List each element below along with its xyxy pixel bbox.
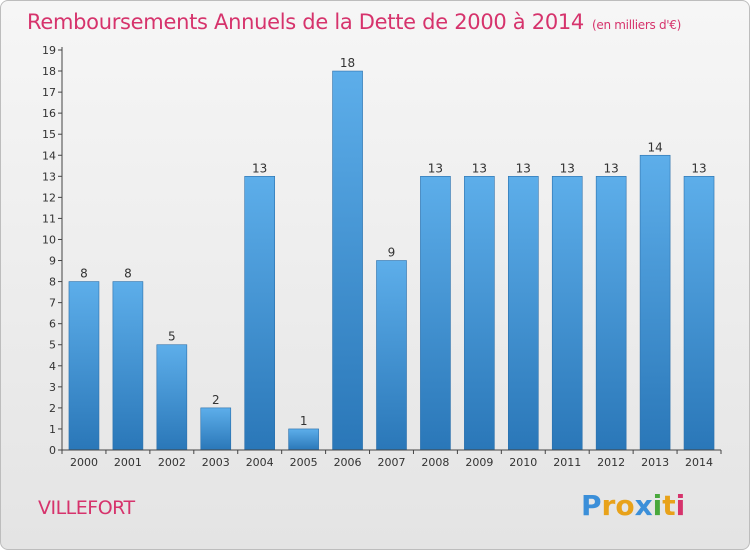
y-tick-label: 8: [49, 276, 56, 289]
y-tick-label: 3: [49, 381, 56, 394]
data-label-2009: 13: [472, 161, 487, 175]
x-tick-label-2005: 2005: [290, 456, 318, 469]
bar-2001: [112, 281, 144, 451]
x-tick-label-2001: 2001: [114, 456, 142, 469]
x-axis: 2000 2001 2002 2003 2004 2005 2006 2007 2008 2009…: [61, 449, 722, 469]
data-label-2007: 9: [388, 246, 396, 260]
y-tick-label: 5: [49, 339, 56, 352]
chart-title-text: Remboursements Annuels de la Dette de 20…: [27, 10, 584, 34]
x-tick-label-2008: 2008: [421, 456, 449, 469]
y-tick-label: 17: [42, 86, 56, 99]
y-tick-label: 6: [49, 318, 56, 331]
y-tick-label: 12: [42, 191, 56, 204]
bar-2002: [156, 344, 188, 451]
data-label-2003: 2: [212, 393, 220, 407]
bar-2006: [332, 70, 363, 451]
bar-2004: [244, 176, 275, 451]
data-label-2008: 13: [428, 161, 443, 175]
y-tick-label: 2: [49, 402, 56, 415]
logo-letter: o: [615, 489, 635, 522]
x-tick-label-2002: 2002: [158, 456, 186, 469]
bar-2000: [68, 281, 100, 451]
logo-letter: x: [634, 489, 653, 522]
y-tick-label: 7: [49, 297, 56, 310]
commune-name: VILLEFORT: [38, 497, 135, 519]
data-labels-group: 8 8 5 2 13 1 18 9 13 13 13 13 13 14 13: [80, 56, 707, 428]
data-label-2010: 13: [516, 161, 531, 175]
data-label-2004: 13: [252, 161, 267, 175]
bar-2011: [551, 176, 583, 451]
y-tick-label: 14: [42, 149, 56, 162]
bar-2012: [595, 176, 627, 451]
y-tick-label: 16: [42, 107, 56, 120]
bar-2007: [376, 260, 407, 451]
x-tick-label-2004: 2004: [246, 456, 274, 469]
bar-2003: [200, 407, 232, 451]
bar-2009: [464, 176, 495, 451]
y-tick-label: 0: [49, 444, 56, 457]
x-tick-label-2014: 2014: [685, 456, 713, 469]
y-tick-label: 11: [42, 212, 56, 225]
chart-title: Remboursements Annuels de la Dette de 20…: [27, 10, 681, 34]
y-tick-label: 13: [42, 170, 56, 183]
logo-letter: r: [601, 489, 616, 522]
logo-letter: i: [652, 489, 663, 522]
data-label-2014: 13: [691, 161, 706, 175]
x-tick-label-2006: 2006: [334, 456, 362, 469]
data-label-2006: 18: [340, 56, 355, 70]
x-tick-label-2007: 2007: [378, 456, 406, 469]
bars-group: [68, 70, 715, 451]
y-tick-label: 1: [49, 423, 56, 436]
logo-letter: P: [581, 489, 602, 522]
y-tick-label: 19: [42, 44, 56, 57]
x-tick-label-2011: 2011: [553, 456, 581, 469]
chart-unit: (en milliers d'€): [592, 18, 682, 32]
y-tick-label: 10: [42, 233, 56, 246]
bar-2005: [288, 428, 319, 451]
data-label-2001: 8: [124, 267, 132, 281]
proxiti-logo: Proxiti: [581, 489, 685, 522]
y-tick-label: 15: [42, 128, 56, 141]
x-tick-label-2009: 2009: [465, 456, 493, 469]
data-label-2011: 13: [560, 161, 575, 175]
bar-2013: [639, 154, 671, 451]
y-tick-label: 18: [42, 65, 56, 78]
data-label-2012: 13: [604, 161, 619, 175]
bar-2008: [420, 176, 451, 451]
data-label-2005: 1: [300, 414, 308, 428]
data-label-2000: 8: [80, 267, 88, 281]
x-tick-label-2003: 2003: [202, 456, 230, 469]
bar-2014: [683, 176, 715, 451]
x-tick-label-2010: 2010: [509, 456, 537, 469]
bar-2010: [507, 176, 539, 451]
y-tick-label: 4: [49, 360, 56, 373]
x-tick-label-2000: 2000: [70, 456, 98, 469]
logo-letter: i: [675, 489, 686, 522]
y-tick-label: 9: [49, 255, 56, 268]
x-tick-label-2012: 2012: [597, 456, 625, 469]
data-label-2002: 5: [168, 330, 176, 344]
x-tick-label-2013: 2013: [641, 456, 669, 469]
logo-letter: t: [662, 489, 676, 522]
data-label-2013: 14: [647, 140, 662, 154]
